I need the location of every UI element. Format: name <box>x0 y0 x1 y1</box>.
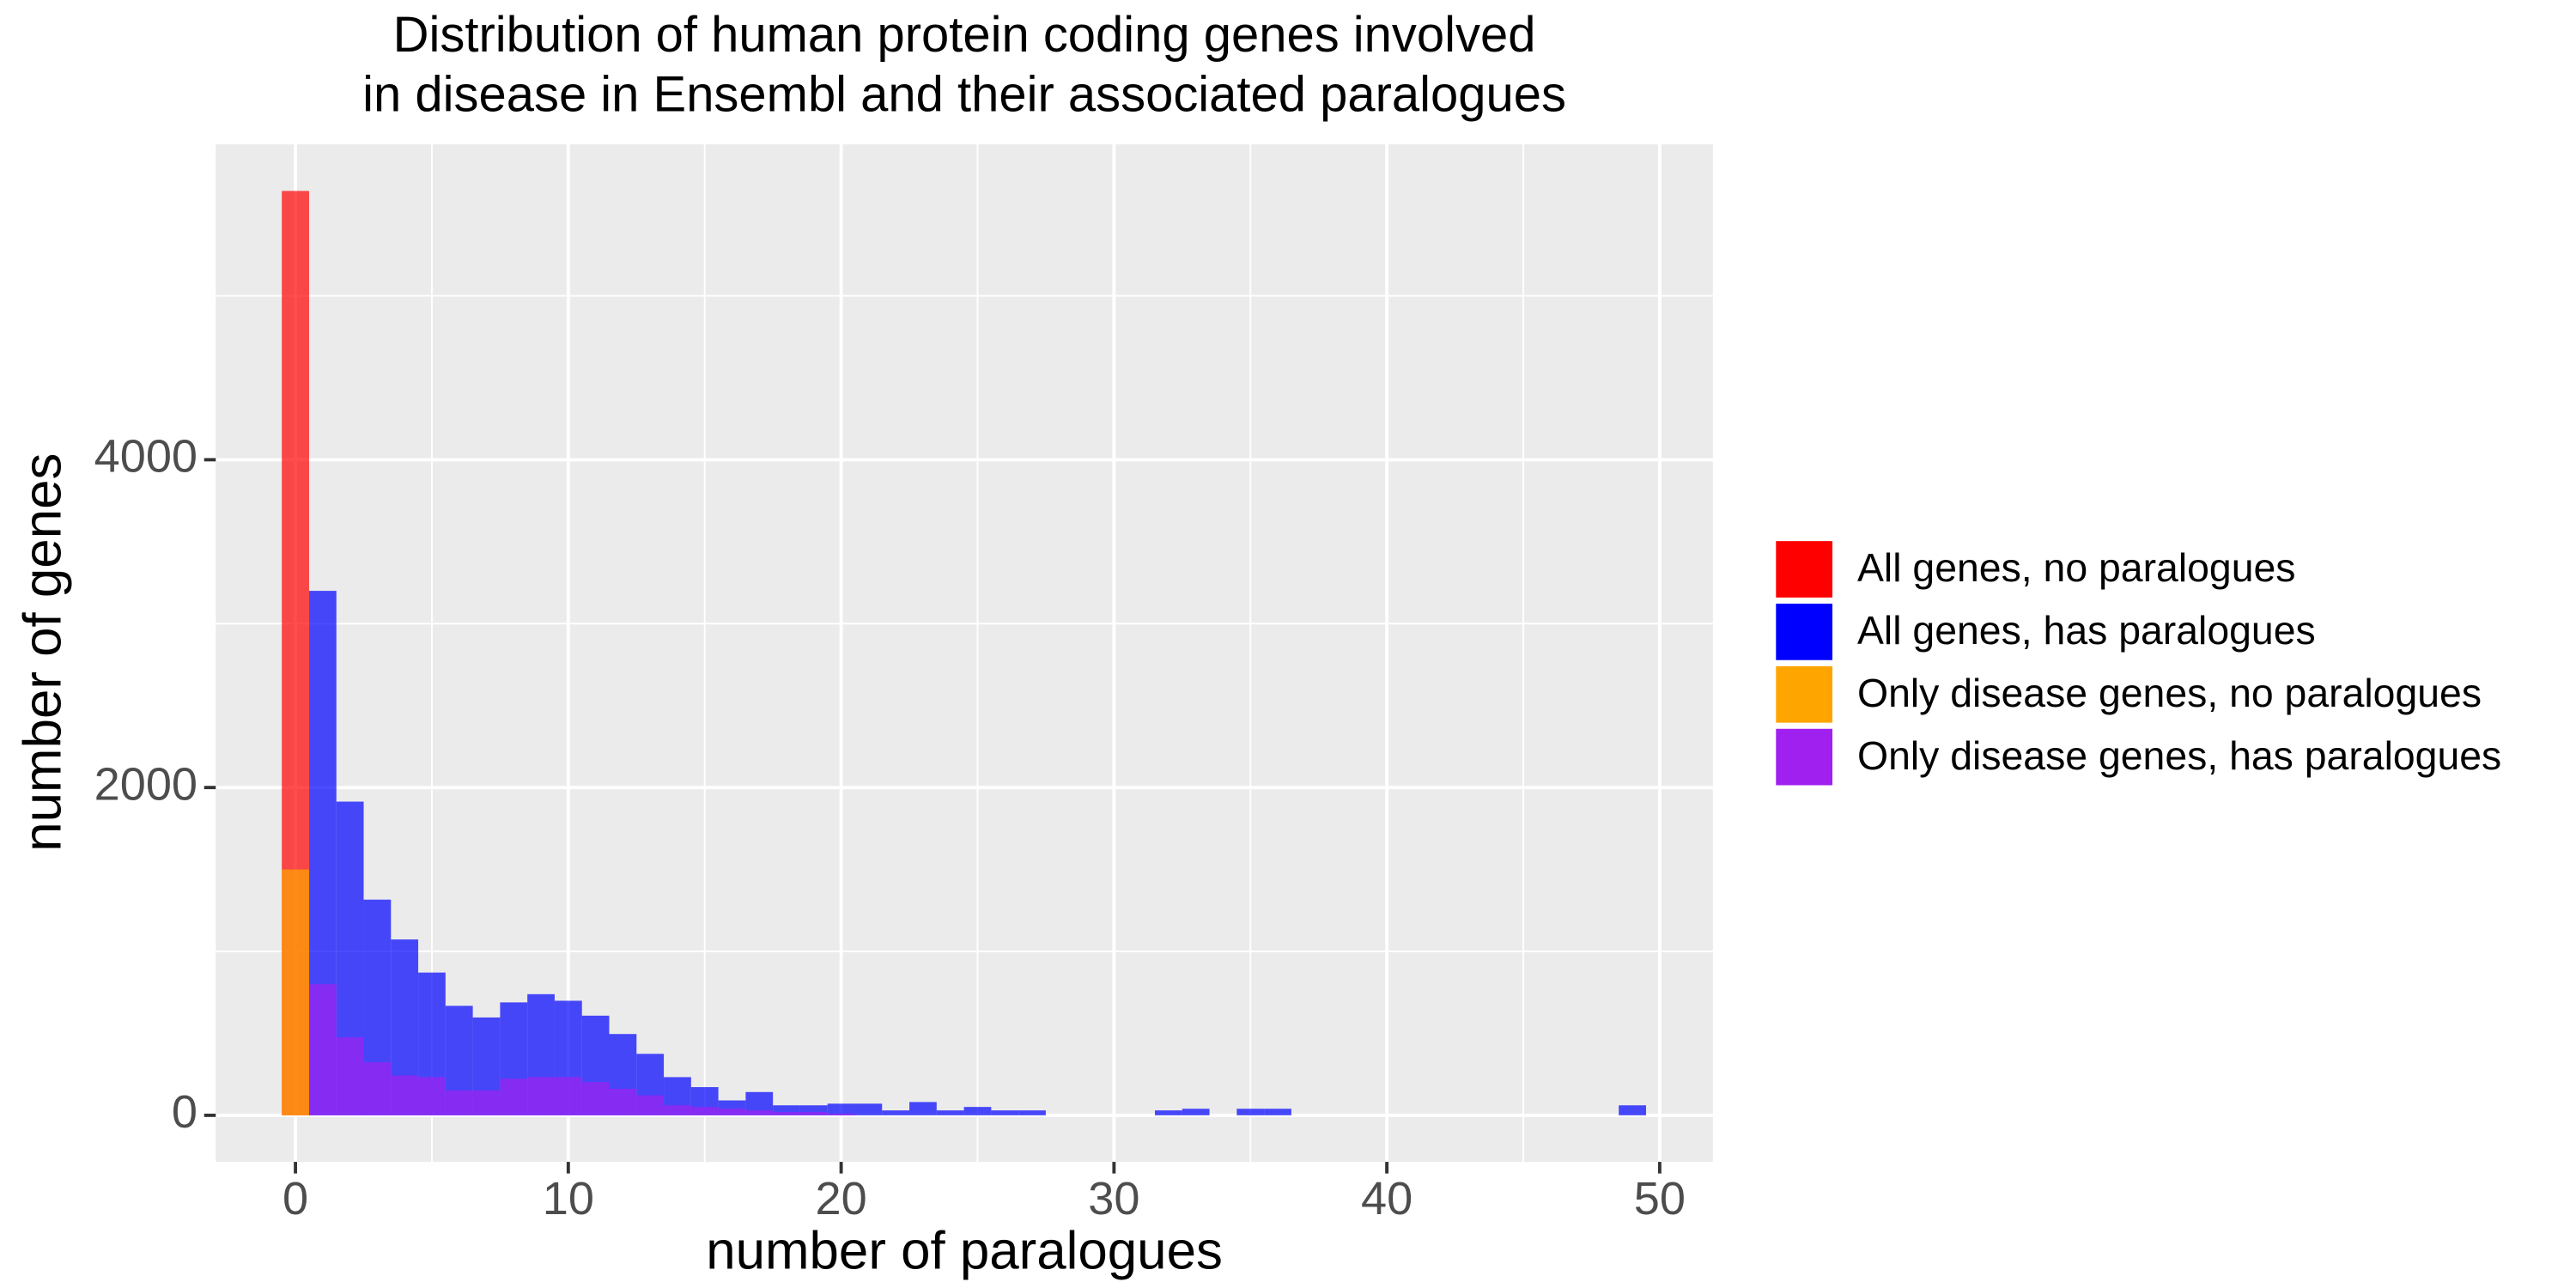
x-tick-label: 50 <box>1634 1173 1686 1224</box>
histogram-bar <box>500 1078 528 1115</box>
legend-label: Only disease genes, has paralogues <box>1857 733 2501 778</box>
plot-background <box>216 144 1713 1163</box>
histogram-bar <box>799 1105 828 1115</box>
histogram-bar <box>308 984 337 1115</box>
histogram-bar <box>882 1110 910 1115</box>
histogram-bar <box>690 1107 719 1115</box>
chart-title: Distribution of human protein coding gen… <box>393 8 1536 63</box>
histogram-bar <box>472 1090 501 1115</box>
histogram-bar <box>581 1082 610 1115</box>
legend-key <box>1776 728 1833 786</box>
y-tick-label: 0 <box>172 1086 197 1138</box>
histogram-bar <box>418 1077 446 1115</box>
chart-title: in disease in Ensembl and their associat… <box>362 67 1566 122</box>
histogram-bar <box>664 1105 691 1115</box>
x-axis-title: number of paralogues <box>706 1222 1223 1281</box>
histogram-bar <box>963 1107 992 1115</box>
histogram-bar <box>1264 1109 1291 1115</box>
histogram-bar <box>718 1109 746 1115</box>
histogram-bar <box>391 1075 419 1115</box>
histogram-bar <box>363 1062 392 1115</box>
histogram-bar <box>282 869 309 1115</box>
histogram-bar <box>799 1112 828 1115</box>
legend-label: All genes, no paralogues <box>1857 545 2296 590</box>
histogram-bar <box>336 1037 364 1115</box>
x-tick-label: 0 <box>283 1173 308 1224</box>
legend-label: All genes, has paralogues <box>1857 608 2316 653</box>
histogram-bar <box>1018 1110 1046 1115</box>
axes: 0 10 20 30 40 50 0 2000 4000 <box>94 431 1686 1224</box>
histogram-bar <box>909 1102 937 1115</box>
histogram-bar <box>1155 1110 1182 1115</box>
legend: All genes, no paralogues All genes, has p… <box>1776 541 2501 786</box>
histogram-bar <box>827 1103 855 1115</box>
y-axis-title: number of genes <box>13 453 72 852</box>
histogram-bar <box>773 1112 800 1115</box>
histogram-bar <box>609 1088 637 1115</box>
histogram-bar <box>445 1090 473 1115</box>
histogram-bar <box>527 1077 555 1115</box>
x-tick-label: 40 <box>1361 1173 1413 1224</box>
histogram-bar <box>1182 1109 1210 1115</box>
legend-key <box>1776 541 1833 598</box>
histogram-bar <box>991 1110 1019 1115</box>
x-tick-label: 20 <box>816 1173 867 1224</box>
y-tick-label: 2000 <box>94 758 197 810</box>
histogram-bar <box>773 1105 800 1115</box>
histogram-bar <box>1236 1109 1265 1115</box>
legend-label: Only disease genes, no paralogues <box>1857 671 2482 715</box>
histogram-bar <box>827 1113 855 1115</box>
x-tick-label: 10 <box>543 1173 594 1224</box>
x-tick-label: 30 <box>1088 1173 1139 1224</box>
histogram-bar <box>1619 1105 1646 1115</box>
histogram-bar <box>636 1095 665 1115</box>
legend-key <box>1776 604 1833 660</box>
histogram-bar <box>936 1110 964 1115</box>
y-tick-label: 4000 <box>94 431 197 483</box>
histogram-bar <box>554 1077 582 1115</box>
histogram-bar <box>745 1110 774 1115</box>
legend-key <box>1776 665 1833 723</box>
bars <box>282 191 1646 1115</box>
histogram-bar <box>854 1103 883 1115</box>
